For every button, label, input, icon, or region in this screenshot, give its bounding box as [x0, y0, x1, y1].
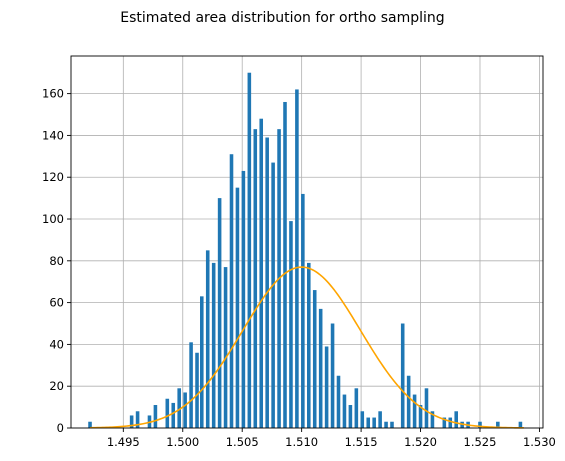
histogram-bar: [189, 342, 193, 428]
histogram-bar: [307, 262, 311, 428]
y-tick-label: 20: [49, 379, 64, 393]
histogram-bar: [336, 375, 341, 428]
histogram-bar: [372, 417, 376, 428]
histogram-bar: [259, 118, 264, 428]
histogram-bar: [241, 170, 246, 428]
histogram-bar: [229, 154, 234, 428]
plot-frame: [70, 55, 544, 429]
x-tick-label: 1.495: [107, 435, 140, 449]
histogram-bar: [400, 323, 405, 428]
y-tick-label: 40: [49, 337, 64, 351]
histogram-bar: [518, 421, 523, 428]
histogram-bar: [177, 388, 181, 428]
histogram-bar: [330, 323, 335, 428]
y-tick-label: 100: [42, 212, 64, 226]
histogram-bar: [200, 296, 204, 428]
chart-title: Estimated area distribution for ortho sa…: [120, 10, 444, 26]
y-tick-label: 80: [49, 254, 64, 268]
density-curve-group: [90, 266, 524, 429]
grid-lines: [71, 56, 543, 429]
histogram-bar: [223, 267, 228, 428]
histogram-bar: [195, 352, 199, 428]
histogram-bar: [295, 89, 299, 428]
histogram-bar: [318, 308, 323, 428]
histogram-bar: [454, 411, 458, 428]
histogram-bar: [430, 411, 435, 428]
histogram-bar: [448, 417, 453, 428]
x-axis-ticks: 1.495 1.500 1.505 1.510 1.515 1.520 1.525 1.530: [107, 428, 556, 449]
histogram-bar: [442, 417, 447, 428]
histogram-bar: [283, 101, 287, 428]
histogram-bar: [271, 162, 275, 428]
histogram-bar: [253, 129, 258, 428]
y-tick-label: 120: [42, 170, 64, 184]
x-tick-label: 1.500: [166, 435, 199, 449]
histogram-bar: [135, 411, 140, 428]
histogram-bar: [412, 394, 417, 428]
histogram-bar: [171, 402, 176, 428]
y-tick-label: 60: [49, 296, 64, 310]
y-axis-ticks: 0 20 40 60 80 100 120 140 160: [42, 87, 71, 435]
histogram-bar: [384, 421, 388, 428]
histogram-bars: [88, 72, 523, 428]
histogram-bar: [406, 375, 411, 428]
x-tick-label: 1.515: [345, 435, 378, 449]
histogram-bar: [265, 137, 269, 428]
x-tick-label: 1.510: [285, 435, 318, 449]
histogram-bar: [183, 392, 187, 428]
histogram-bar: [342, 394, 347, 428]
histogram-bar: [235, 187, 240, 428]
histogram-bar: [324, 346, 329, 428]
histogram-bar: [496, 421, 500, 428]
histogram-bar: [289, 221, 293, 428]
y-tick-label: 160: [42, 87, 64, 101]
x-tick-label: 1.520: [404, 435, 437, 449]
histogram-bar: [312, 290, 317, 428]
x-tick-label: 1.525: [464, 435, 497, 449]
histogram-bar: [129, 415, 134, 428]
histogram-bar: [211, 262, 216, 428]
histogram-bar: [390, 421, 394, 428]
histogram-bar: [378, 411, 382, 428]
x-tick-label: 1.530: [523, 435, 556, 449]
histogram-bar: [247, 72, 252, 428]
normal-density-curve: [90, 266, 524, 429]
x-tick-label: 1.505: [226, 435, 259, 449]
histogram-bar: [205, 250, 210, 428]
histogram-bar: [165, 398, 170, 428]
y-tick-label: 0: [57, 421, 64, 435]
histogram-bar: [348, 405, 353, 428]
histogram-bar: [217, 198, 222, 428]
histogram-bar: [418, 405, 423, 428]
histogram-bar: [360, 411, 365, 428]
histogram-bar: [153, 405, 158, 428]
histogram-bar: [424, 388, 429, 428]
histogram-bar: [88, 421, 92, 428]
histogram-bar: [301, 193, 305, 428]
histogram-bar: [366, 417, 371, 428]
axes-frame: [70, 55, 544, 429]
histogram-bar: [478, 421, 482, 428]
histogram-bar: [354, 388, 359, 428]
y-tick-label: 140: [42, 128, 64, 142]
